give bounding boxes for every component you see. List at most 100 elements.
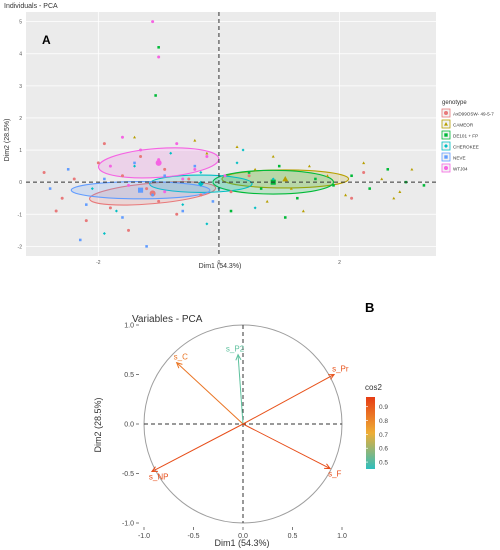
variables-y-axis-label: Dim2 (28.5%) <box>93 397 103 452</box>
data-point <box>175 142 179 146</box>
legend-label: WTJ04 <box>453 167 468 172</box>
variable-label: s_Pr <box>332 365 349 374</box>
genotype-legend-title: genotype <box>442 100 467 106</box>
data-point <box>181 209 185 213</box>
data-point <box>193 164 197 168</box>
variable-arrow <box>242 423 331 469</box>
y-tick-label: 3 <box>19 84 22 90</box>
colorbar-tick-label: 0.6 <box>379 446 388 453</box>
genotype-legend: genotype AxD99OSW- 49-5-7 CAMEOR DE101 + F… <box>441 100 494 173</box>
y-tick-label: 0.0 <box>124 422 134 429</box>
data-point <box>84 219 88 223</box>
data-point <box>114 209 118 213</box>
data-point <box>229 209 233 213</box>
group-centroid <box>138 187 144 193</box>
colorbar-tick-label: 0.9 <box>379 404 388 411</box>
data-point <box>127 228 130 232</box>
individuals-plot-background <box>26 12 436 256</box>
legend-label: CHEROKEE <box>453 145 479 150</box>
data-point <box>235 161 239 165</box>
variable-arrowhead <box>324 463 332 470</box>
variable-arrowhead <box>235 353 242 361</box>
variable-label: s_P2 <box>226 345 245 354</box>
data-point <box>253 167 257 171</box>
variable-arrow <box>176 362 244 425</box>
data-point <box>325 174 329 177</box>
panel-label-a: A <box>42 33 51 47</box>
data-point <box>181 203 185 207</box>
data-point <box>151 193 154 197</box>
data-point <box>271 154 275 158</box>
y-tick-label: -2 <box>18 244 23 250</box>
legend-symbol <box>444 133 448 137</box>
data-point <box>332 184 335 187</box>
data-point <box>163 174 166 178</box>
data-point <box>72 177 76 181</box>
data-point <box>145 245 148 248</box>
colorbar-tick-label: 0.5 <box>379 460 388 467</box>
data-point <box>102 232 106 236</box>
data-point <box>205 222 209 226</box>
data-point <box>133 164 137 168</box>
data-point <box>90 187 94 191</box>
data-point <box>199 193 203 197</box>
data-point <box>102 142 106 146</box>
data-point <box>410 167 414 171</box>
legend-label: CAMEOR <box>453 123 474 128</box>
legend-label: AxD99OSW- 49-5-7 <box>453 112 494 117</box>
data-point <box>350 174 353 178</box>
data-point <box>96 161 100 165</box>
x-tick-label: -1.0 <box>138 533 150 540</box>
data-point <box>157 46 160 49</box>
data-point <box>392 196 396 200</box>
colorbar-tick-label: 0.7 <box>379 432 388 439</box>
data-point <box>314 177 317 181</box>
y-tick-label: 5 <box>19 20 22 26</box>
variable-label: s_NP <box>149 473 169 482</box>
data-point <box>60 196 64 200</box>
data-point <box>277 164 281 168</box>
variable-label: s_F <box>328 470 341 479</box>
variable-vectors: s_C s_P2 s_Pr s_F s_NP <box>149 345 349 482</box>
x-tick-label: 0.0 <box>238 533 248 540</box>
x-tick-label: -0.5 <box>187 533 199 540</box>
data-point <box>235 145 239 149</box>
data-point <box>121 216 124 219</box>
data-point <box>362 161 366 165</box>
data-point <box>398 190 402 193</box>
individuals-pca-title: Individuals - PCA <box>4 3 58 10</box>
variable-arrowhead <box>175 361 183 369</box>
legend-symbol <box>444 144 448 148</box>
data-point <box>368 187 371 190</box>
individuals-axes: -2 0 2 -2 -1 0 1 2 3 4 5 <box>18 12 436 266</box>
panel-label-b: B <box>365 300 374 315</box>
data-point <box>247 174 251 178</box>
variable-arrowhead <box>150 466 158 473</box>
legend-symbol <box>444 122 448 126</box>
data-point <box>139 154 143 158</box>
y-tick-label: 1 <box>19 148 22 154</box>
data-point <box>193 138 197 142</box>
legend-label: NEVE <box>453 156 466 161</box>
y-tick-label: -0.5 <box>122 471 134 478</box>
data-point <box>175 212 179 216</box>
data-point <box>289 187 293 190</box>
y-tick-label: 0.5 <box>124 372 134 379</box>
data-point <box>78 238 82 242</box>
data-point <box>362 171 366 175</box>
data-point <box>103 177 106 181</box>
individuals-pca-panel: Individuals - PCA -2 0 2 -2 -1 0 1 2 3 4 5 A Dim1 … <box>4 3 494 270</box>
data-point <box>157 55 161 59</box>
data-point <box>154 94 157 97</box>
data-point <box>181 177 185 181</box>
y-tick-label: -1 <box>18 212 23 218</box>
data-point <box>108 164 112 168</box>
x-tick-label: -2 <box>96 260 101 266</box>
cos2-legend-title: cos2 <box>365 383 382 392</box>
x-tick-label: 0 <box>218 260 221 266</box>
data-point <box>223 174 227 178</box>
y-tick-label: 1.0 <box>124 323 134 330</box>
y-tick-label: -1.0 <box>122 521 134 528</box>
data-point <box>253 206 257 210</box>
group-centroid <box>282 175 289 182</box>
